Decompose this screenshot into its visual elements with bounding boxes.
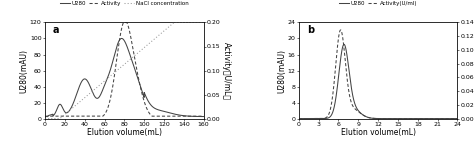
Text: a: a [53, 25, 59, 35]
Text: b: b [307, 25, 314, 35]
Legend: U280, Activity, NaCl concentration: U280, Activity, NaCl concentration [58, 0, 191, 8]
Y-axis label: U280(mAU): U280(mAU) [19, 49, 28, 93]
Y-axis label: U280(mAU): U280(mAU) [277, 49, 286, 93]
Legend: U280, Activity(U/ml): U280, Activity(U/ml) [337, 0, 419, 8]
X-axis label: Elution volume(mL): Elution volume(mL) [341, 128, 416, 137]
Y-axis label: Activity（U/mL）: Activity（U/mL） [221, 42, 230, 100]
X-axis label: Elution volume(mL): Elution volume(mL) [87, 128, 162, 137]
